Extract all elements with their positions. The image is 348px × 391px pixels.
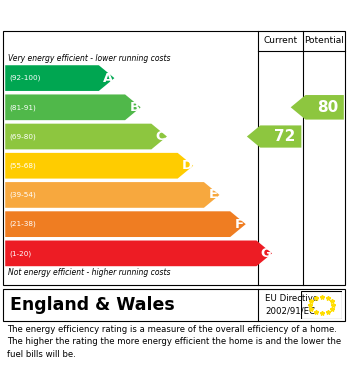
Text: The energy efficiency rating is a measure of the overall efficiency of a home. T: The energy efficiency rating is a measur… bbox=[7, 325, 341, 359]
Text: (92-100): (92-100) bbox=[9, 75, 41, 81]
Text: A: A bbox=[103, 72, 113, 84]
Text: 80: 80 bbox=[317, 100, 339, 115]
Polygon shape bbox=[5, 182, 220, 208]
Polygon shape bbox=[5, 211, 246, 237]
Text: Potential: Potential bbox=[304, 36, 344, 45]
Text: (69-80): (69-80) bbox=[9, 133, 36, 140]
Text: (55-68): (55-68) bbox=[9, 163, 36, 169]
Text: (21-38): (21-38) bbox=[9, 221, 36, 228]
Polygon shape bbox=[5, 240, 272, 266]
Text: 72: 72 bbox=[274, 129, 295, 144]
Text: (1-20): (1-20) bbox=[9, 250, 32, 256]
Text: E: E bbox=[209, 188, 218, 201]
Text: Current: Current bbox=[264, 36, 298, 45]
Text: Very energy efficient - lower running costs: Very energy efficient - lower running co… bbox=[8, 54, 170, 63]
Text: B: B bbox=[129, 101, 140, 114]
Text: C: C bbox=[156, 130, 166, 143]
Text: G: G bbox=[260, 247, 271, 260]
Polygon shape bbox=[247, 126, 301, 148]
Polygon shape bbox=[291, 95, 344, 120]
Text: (81-91): (81-91) bbox=[9, 104, 36, 111]
Polygon shape bbox=[5, 124, 167, 149]
Polygon shape bbox=[5, 95, 141, 120]
Text: (39-54): (39-54) bbox=[9, 192, 36, 198]
Text: Energy Efficiency Rating: Energy Efficiency Rating bbox=[9, 7, 230, 22]
Text: EU Directive
2002/91/EC: EU Directive 2002/91/EC bbox=[265, 294, 318, 315]
Polygon shape bbox=[5, 153, 193, 179]
Text: F: F bbox=[235, 218, 244, 231]
Text: England & Wales: England & Wales bbox=[10, 296, 175, 314]
Text: D: D bbox=[181, 159, 192, 172]
Text: Not energy efficient - higher running costs: Not energy efficient - higher running co… bbox=[8, 268, 170, 277]
Polygon shape bbox=[5, 65, 114, 91]
